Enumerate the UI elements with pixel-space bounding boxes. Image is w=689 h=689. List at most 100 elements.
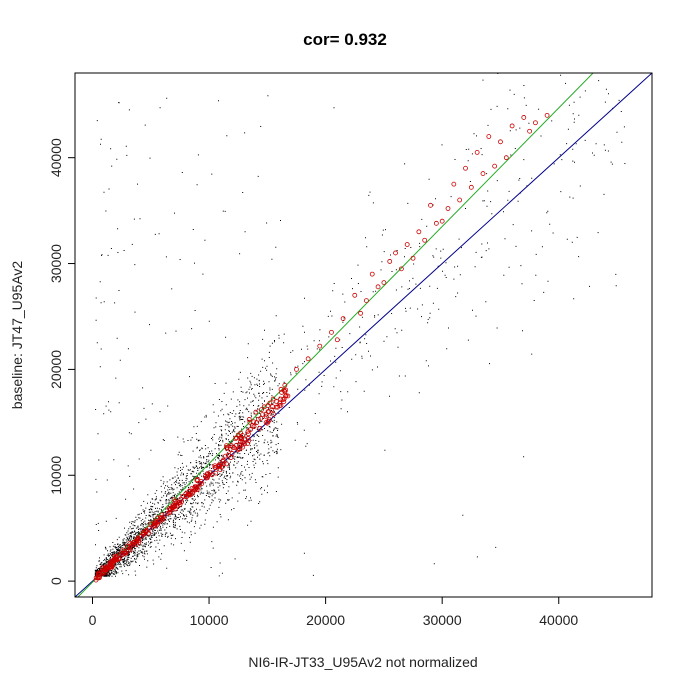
highlight-point <box>156 518 162 524</box>
x-axis-label: NI6-IR-JT33_U95Av2 not normalized <box>248 654 477 670</box>
highlight-point <box>305 356 311 362</box>
highlight-point <box>270 404 275 409</box>
highlight-point <box>103 566 109 572</box>
x-tick-label: 20000 <box>306 612 345 628</box>
highlight-point <box>468 184 474 190</box>
highlight-point <box>202 473 208 479</box>
highlight-point <box>95 572 101 578</box>
highlight-point <box>237 442 242 448</box>
highlight-point <box>445 206 451 211</box>
highlight-point <box>439 218 445 224</box>
highlight-point <box>248 427 253 432</box>
highlight-point <box>375 284 381 290</box>
highlight-point <box>177 500 183 505</box>
highlight-point <box>283 393 289 398</box>
highlight-point <box>404 242 410 247</box>
highlight-point <box>219 464 224 470</box>
highlight-point <box>107 560 113 566</box>
highlight-point <box>278 396 283 402</box>
highlight-point <box>190 488 195 494</box>
highlight-point <box>334 337 340 343</box>
highlight-point <box>265 419 271 424</box>
plot-frame <box>74 72 653 598</box>
highlight-point <box>433 220 439 226</box>
chart-title: cor= 0.932 <box>303 30 387 49</box>
y-tick-label: 30000 <box>48 244 64 283</box>
x-axis: 0 10000 20000 30000 40000 <box>89 597 578 628</box>
highlight-point <box>192 487 198 493</box>
background-point-cloud <box>94 73 626 577</box>
highlight-point <box>369 271 375 277</box>
highlighted-points <box>93 112 550 583</box>
highlight-point <box>451 181 457 187</box>
highlight-point <box>282 382 288 388</box>
highlight-point <box>120 552 126 557</box>
highlight-point <box>474 149 480 155</box>
highlight-point <box>364 298 369 303</box>
highlight-point <box>229 451 235 456</box>
x-tick-label: 40000 <box>539 612 578 628</box>
y-axis-label: baseline: JT47_U95Av2 <box>9 261 25 410</box>
highlight-point <box>340 316 346 321</box>
highlight-point <box>254 420 260 426</box>
x-tick-label: 0 <box>89 612 97 628</box>
highlight-point <box>527 128 533 134</box>
highlight-point <box>233 436 239 441</box>
highlight-point <box>480 171 486 176</box>
highlight-point <box>209 472 215 478</box>
highlight-point <box>246 431 251 437</box>
highlight-point <box>213 470 219 476</box>
highlight-point <box>486 134 492 139</box>
highlight-point <box>274 399 280 405</box>
highlight-point <box>134 541 139 547</box>
y-tick-label: 40000 <box>48 138 64 177</box>
highlight-point <box>96 570 101 576</box>
highlight-point <box>492 163 498 169</box>
highlight-point <box>358 310 363 316</box>
highlight-point <box>169 504 175 510</box>
highlight-point <box>223 453 228 459</box>
highlight-point <box>233 442 239 448</box>
highlight-point <box>281 399 287 405</box>
highlight-point <box>533 120 538 126</box>
highlight-point <box>194 477 200 482</box>
highlight-point <box>230 444 236 450</box>
highlight-point <box>498 139 503 145</box>
highlight-point <box>108 560 114 565</box>
highlight-point <box>148 521 154 527</box>
highlight-point <box>263 414 269 420</box>
highlight-point <box>283 393 288 399</box>
highlight-point <box>197 480 203 486</box>
highlight-point <box>180 493 186 499</box>
highlight-point <box>125 543 130 549</box>
highlight-point <box>193 484 199 490</box>
highlight-point <box>270 396 276 402</box>
highlight-point <box>220 457 226 463</box>
highlight-point <box>428 202 433 208</box>
highlight-point <box>245 436 251 441</box>
x-tick-label: 10000 <box>190 612 229 628</box>
highlight-point <box>246 438 252 443</box>
highlight-point <box>387 259 393 264</box>
highlight-point <box>240 440 246 445</box>
y-tick-label: 0 <box>48 577 64 585</box>
highlight-point <box>352 292 358 298</box>
highlight-point <box>463 165 468 171</box>
highlight-point <box>278 402 284 408</box>
highlight-point <box>171 504 177 510</box>
highlight-point <box>225 452 231 458</box>
highlight-point <box>185 491 191 497</box>
highlight-point <box>217 467 223 473</box>
highlight-point <box>242 436 248 442</box>
highlight-point <box>224 445 229 450</box>
highlight-point <box>398 266 404 272</box>
highlight-point <box>422 237 428 243</box>
highlight-point <box>509 123 515 129</box>
highlight-point <box>410 255 416 261</box>
highlight-point <box>138 533 144 539</box>
highlight-point <box>245 441 250 446</box>
highlight-point <box>381 280 387 286</box>
highlight-point <box>281 388 287 394</box>
highlight-point <box>269 407 275 413</box>
